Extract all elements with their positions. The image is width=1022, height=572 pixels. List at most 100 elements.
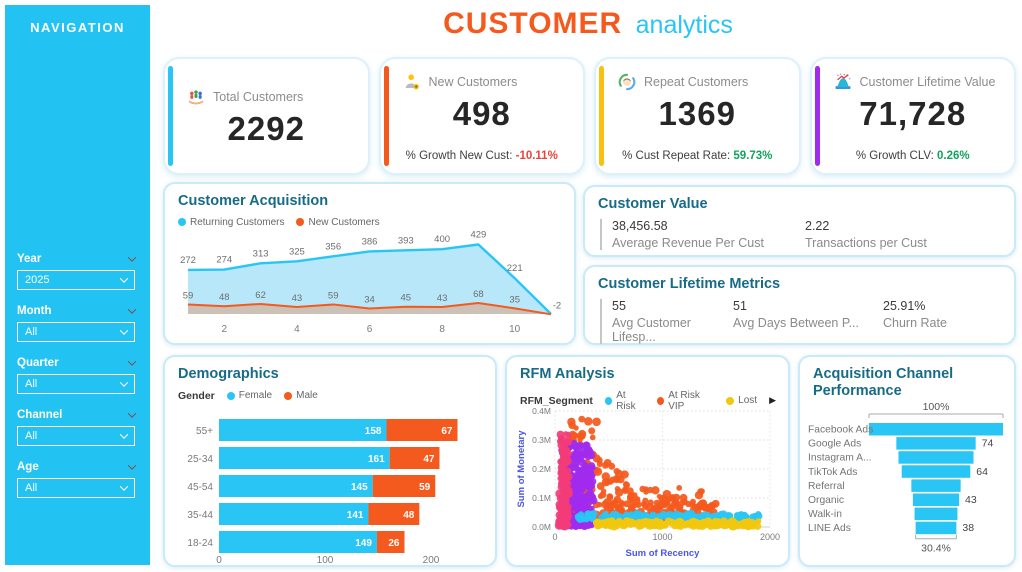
chevron-down-icon[interactable] [127, 461, 137, 470]
chevron-down-icon[interactable] [127, 305, 137, 314]
filter-quarter-header[interactable]: Quarter [17, 357, 137, 369]
kpi-label: Repeat Customers [644, 75, 749, 89]
chevron-down-icon[interactable] [127, 409, 137, 418]
rfm-scatter-chart[interactable]: 0.0M 0.1M 0.2M 0.3M 0.4M 0 1000 2000 Sum of Rece… [515, 403, 782, 568]
filter-age-select[interactable]: All [17, 478, 135, 498]
kpi-accent-bar [168, 66, 173, 166]
chevron-down-icon [119, 274, 129, 283]
svg-text:62: 62 [255, 290, 266, 301]
svg-text:8: 8 [439, 324, 445, 335]
filter-month-header[interactable]: Month [17, 305, 137, 317]
metric-label: Average Revenue Per Cust [612, 235, 764, 250]
metric-label: Transactions per Cust [805, 235, 927, 250]
filter-age-header[interactable]: Age [17, 461, 137, 473]
svg-text:272: 272 [180, 255, 196, 266]
svg-text:158: 158 [365, 426, 382, 437]
kpi-subtext: % Cust Repeat Rate: 59.73% [622, 150, 772, 162]
customer-value-panel: Customer Value 38,456.58 Average Revenue… [583, 185, 1016, 257]
filter-quarter-select[interactable]: All [17, 374, 135, 394]
acquisition-channel-panel: Acquisition Channel Performance 100% Face… [798, 355, 1016, 567]
svg-text:Instagram A...: Instagram A... [808, 453, 872, 464]
filter-channel-select[interactable]: All [17, 426, 135, 446]
svg-text:0: 0 [552, 532, 557, 542]
legend-at-risk-vip[interactable]: At Risk VIP [656, 389, 714, 412]
person-add-icon [405, 74, 419, 90]
chevron-down-icon[interactable] [127, 357, 137, 366]
acquisition-channel-funnel-chart[interactable]: 100% Facebook Ads Google Ads 74 Instagram A.… [802, 401, 1016, 566]
filter-label: Quarter [17, 357, 59, 369]
filter-value: All [25, 326, 38, 338]
kpi-header: Customer Lifetime Value [833, 72, 995, 92]
svg-text:386: 386 [362, 236, 378, 247]
metric-label: Churn Rate [883, 315, 947, 330]
lifetime-value-icon [835, 73, 850, 89]
kpi-accent-bar [599, 66, 604, 166]
legend-male[interactable]: Male [284, 390, 318, 401]
metric-value: 51 [733, 298, 747, 313]
customer-acquisition-chart[interactable]: 272 274 313 325 356 386 393 400 429 221 59 48 62 43 59… [171, 224, 571, 345]
svg-text:0.4M: 0.4M [532, 406, 551, 416]
chevron-down-icon[interactable] [127, 253, 137, 262]
svg-text:Walk-in: Walk-in [808, 509, 842, 520]
metric-avg-lifespan: 55 Avg Customer Lifesp... [600, 298, 733, 344]
metric-value: 2.22 [805, 218, 830, 233]
legend-at-risk[interactable]: At Risk [604, 390, 645, 412]
svg-text:LINE Ads: LINE Ads [808, 523, 851, 534]
filter-list: Year 2025 Month All [17, 253, 137, 513]
filter-age: Age All [17, 461, 137, 498]
filter-value: All [25, 378, 38, 390]
svg-text:59: 59 [328, 290, 339, 301]
lifetime-metrics: 55 Avg Customer Lifesp... 51 Avg Days Be… [600, 298, 1014, 344]
customer-lifetime-metrics-panel: Customer Lifetime Metrics 55 Avg Custome… [583, 265, 1016, 345]
filter-label: Year [17, 253, 42, 265]
kpi-customer-lifetime-value[interactable]: Customer Lifetime Value 71,728 % Growth … [809, 57, 1016, 175]
svg-text:TikTok Ads: TikTok Ads [808, 467, 857, 478]
svg-text:48: 48 [403, 510, 415, 521]
legend-label: At Risk VIP [668, 389, 700, 412]
lost-dot [726, 396, 735, 405]
svg-text:59: 59 [183, 290, 194, 301]
metric-transactions: 2.22 Transactions per Cust [805, 219, 935, 250]
svg-text:221: 221 [507, 263, 523, 274]
svg-text:59: 59 [419, 482, 431, 493]
svg-text:68: 68 [473, 289, 484, 300]
filter-year-header[interactable]: Year [17, 253, 137, 265]
legend-scroll-right-icon[interactable]: ▶ [769, 395, 776, 406]
svg-text:145: 145 [351, 482, 368, 493]
svg-text:18-24: 18-24 [187, 538, 213, 549]
svg-text:67: 67 [441, 426, 453, 437]
customer-acquisition-panel: Customer Acquisition Returning Customers… [163, 182, 576, 345]
legend-new-customers[interactable]: New Customers [296, 217, 380, 228]
kpi-total-customers[interactable]: Total Customers 2292 [163, 57, 370, 175]
returning-customers-dot [178, 218, 186, 227]
filter-month-select[interactable]: All [17, 322, 135, 342]
svg-text:100%: 100% [923, 401, 950, 413]
kpi-repeat-customers[interactable]: Repeat Customers 1369 % Cust Repeat Rate… [594, 57, 801, 175]
filter-year-select[interactable]: 2025 [17, 270, 135, 290]
rfm-analysis-panel: RFM Analysis RFM_Segment At Risk At Risk… [505, 355, 790, 567]
legend-female[interactable]: Female [226, 390, 272, 401]
svg-text:0.1M: 0.1M [532, 493, 551, 503]
at-risk-vip-dot [656, 396, 665, 405]
sidebar-title: NAVIGATION [30, 20, 125, 35]
svg-text:313: 313 [253, 248, 269, 259]
svg-text:35-44: 35-44 [187, 510, 213, 521]
legend-returning-customers[interactable]: Returning Customers [178, 217, 284, 228]
svg-text:30.4%: 30.4% [921, 543, 951, 555]
kpi-subtext: % Growth New Cust: -10.11% [406, 150, 558, 162]
svg-text:26: 26 [388, 538, 400, 549]
svg-text:200: 200 [423, 555, 440, 566]
filter-channel-header[interactable]: Channel [17, 409, 137, 421]
page-title: CUSTOMER analytics [160, 7, 1016, 41]
svg-text:43: 43 [965, 494, 977, 506]
demographics-chart[interactable]: 55+ 158 67 25-34 161 47 45-54 145 59 35-44 141 48 18… [171, 397, 493, 572]
svg-text:35: 35 [509, 294, 520, 305]
kpi-header: Repeat Customers [617, 72, 748, 92]
female-dot [226, 391, 235, 400]
legend-lost[interactable]: Lost [726, 395, 757, 406]
svg-text:274: 274 [216, 255, 232, 266]
svg-text:Organic: Organic [808, 495, 844, 506]
male-dot [284, 391, 293, 400]
svg-text:38: 38 [962, 522, 974, 534]
kpi-new-customers[interactable]: New Customers 498 % Growth New Cust: -10… [378, 57, 585, 175]
